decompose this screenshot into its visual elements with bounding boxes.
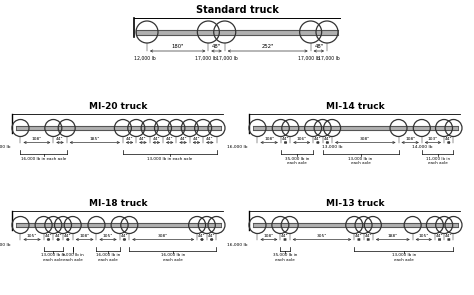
Text: 44": 44" xyxy=(445,137,453,141)
Bar xyxy=(253,126,458,130)
Text: 188": 188" xyxy=(388,234,398,238)
Text: 13,000 lb in
each axle: 13,000 lb in each axle xyxy=(392,253,416,262)
Text: 185": 185" xyxy=(90,137,100,141)
Text: 35,000 lb in
each axle: 35,000 lb in each axle xyxy=(285,157,309,165)
Text: 44": 44" xyxy=(355,234,363,238)
Text: 44": 44" xyxy=(166,137,173,141)
Text: 17,000 lb: 17,000 lb xyxy=(195,56,217,61)
Text: 16,000 lb in
each axle: 16,000 lb in each axle xyxy=(161,253,185,262)
Text: 44": 44" xyxy=(121,234,128,238)
Text: 44": 44" xyxy=(139,137,147,141)
Text: 44": 44" xyxy=(281,234,289,238)
Text: 48": 48" xyxy=(212,45,221,50)
Bar xyxy=(16,223,221,227)
Text: 105": 105" xyxy=(103,234,113,238)
Text: 11,000 lb in
each axle: 11,000 lb in each axle xyxy=(426,157,450,165)
Text: 44": 44" xyxy=(324,137,331,141)
Text: MI-13 truck: MI-13 truck xyxy=(326,199,385,208)
Text: 17,000 lb: 17,000 lb xyxy=(318,56,340,61)
Text: 16,000 lb in
each axle: 16,000 lb in each axle xyxy=(96,253,120,262)
Text: 44": 44" xyxy=(208,234,215,238)
Text: 13,000 lb in each axle: 13,000 lb in each axle xyxy=(147,157,192,160)
Text: 13,000 lb in
each axle: 13,000 lb in each axle xyxy=(348,157,373,165)
Text: MI-18 truck: MI-18 truck xyxy=(89,199,148,208)
Text: 108": 108" xyxy=(405,137,415,141)
Text: 44": 44" xyxy=(314,137,322,141)
Text: 108": 108" xyxy=(264,234,274,238)
Text: 44": 44" xyxy=(436,234,443,238)
Text: 108": 108" xyxy=(264,137,274,141)
Text: 44": 44" xyxy=(45,234,52,238)
Text: 108": 108" xyxy=(32,137,42,141)
Text: 9,000 lb in
each axle: 9,000 lb in each axle xyxy=(62,253,83,262)
Text: 16,000 lb: 16,000 lb xyxy=(0,145,11,150)
Text: 44": 44" xyxy=(193,137,200,141)
Text: MI-20 truck: MI-20 truck xyxy=(89,102,148,111)
Text: 105": 105" xyxy=(27,234,37,238)
Text: 44": 44" xyxy=(445,234,453,238)
Text: 106": 106" xyxy=(297,137,307,141)
Text: 13,000 lb: 13,000 lb xyxy=(322,145,342,150)
Text: 16,000 lb: 16,000 lb xyxy=(228,145,248,150)
Text: 44": 44" xyxy=(365,234,372,238)
Bar xyxy=(16,126,221,130)
Text: 48": 48" xyxy=(314,45,323,50)
Text: 105": 105" xyxy=(419,234,429,238)
Text: 13,000 lb in
each axle: 13,000 lb in each axle xyxy=(41,253,65,262)
Text: 44": 44" xyxy=(56,137,64,141)
Text: 308": 308" xyxy=(158,234,168,238)
Text: 12,000 lb: 12,000 lb xyxy=(134,56,156,61)
Text: MI-14 truck: MI-14 truck xyxy=(326,102,385,111)
Text: 44": 44" xyxy=(206,137,214,141)
Text: Standard truck: Standard truck xyxy=(196,5,278,15)
Text: 16,000 lb: 16,000 lb xyxy=(228,242,248,247)
Text: 44": 44" xyxy=(153,137,160,141)
Text: 308": 308" xyxy=(360,137,371,141)
Text: 108": 108" xyxy=(80,234,90,238)
Text: 35,000 lb in
each axle: 35,000 lb in each axle xyxy=(273,253,297,262)
Text: 44": 44" xyxy=(64,234,72,238)
Text: 44": 44" xyxy=(55,234,62,238)
Text: 16,000 lb in each axle: 16,000 lb in each axle xyxy=(21,157,66,160)
Text: 17,000 lb: 17,000 lb xyxy=(298,56,319,61)
Text: 252": 252" xyxy=(262,45,274,50)
Text: 103": 103" xyxy=(428,137,438,141)
Text: 14,000 lb: 14,000 lb xyxy=(411,145,432,150)
Text: 17,000 lb: 17,000 lb xyxy=(216,56,237,61)
Text: 44": 44" xyxy=(198,234,206,238)
Text: 44": 44" xyxy=(179,137,187,141)
Text: 44": 44" xyxy=(126,137,133,141)
Text: 305": 305" xyxy=(317,234,327,238)
Text: 44": 44" xyxy=(282,137,289,141)
Text: 180": 180" xyxy=(172,45,184,50)
Bar xyxy=(253,223,458,227)
Bar xyxy=(136,30,338,35)
Text: 16,000 lb: 16,000 lb xyxy=(0,242,11,247)
